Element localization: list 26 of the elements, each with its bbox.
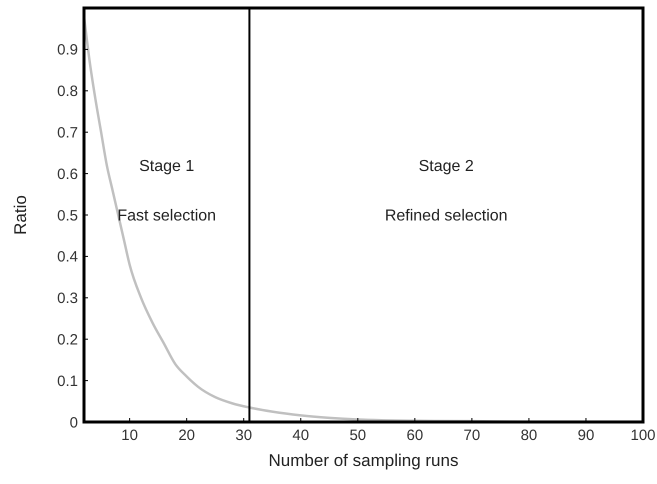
y-tick-label: 0.6 — [57, 166, 78, 183]
y-tick-label: 0.8 — [57, 83, 78, 100]
x-axis-title: Number of sampling runs — [268, 451, 458, 470]
x-tick-label: 100 — [630, 427, 656, 444]
x-tick-label: 70 — [464, 427, 480, 444]
y-tick-label: 0.2 — [57, 331, 78, 348]
annotation: Refined selection — [384, 208, 508, 225]
y-tick-label: 0.9 — [57, 42, 78, 59]
x-tick-label: 50 — [349, 427, 366, 444]
x-tick-label: 90 — [578, 427, 594, 444]
x-tick-label: 10 — [121, 427, 138, 444]
annotation: Stage 2 — [418, 158, 474, 175]
x-tick-label: 80 — [520, 427, 538, 444]
x-tick-label: 60 — [406, 427, 424, 444]
y-axis-title: Ratio — [11, 195, 30, 235]
x-tick-label: 20 — [178, 427, 196, 444]
y-tick-label: 0.5 — [57, 207, 78, 224]
y-tick-label: 0.3 — [57, 290, 78, 308]
y-tick-label: 0.7 — [57, 124, 78, 142]
annotation: Fast selection — [117, 208, 216, 225]
x-tick-label: 30 — [235, 427, 252, 444]
annotation: Stage 1 — [139, 158, 194, 175]
y-tick-label: 0 — [70, 414, 78, 432]
y-tick-label: 0.1 — [57, 372, 78, 390]
y-tick-label: 0.4 — [57, 248, 78, 266]
x-tick-label: 40 — [292, 427, 310, 444]
